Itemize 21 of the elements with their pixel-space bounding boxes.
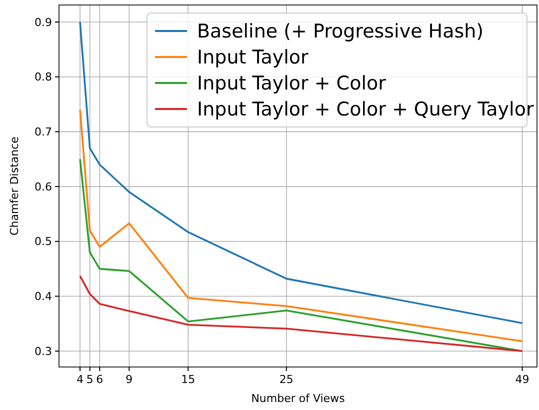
y-tick-label: 0.5 — [34, 235, 52, 248]
line-series — [79, 275, 524, 352]
legend-label: Input Taylor — [197, 46, 308, 69]
x-tick-label: 15 — [181, 373, 196, 386]
x-tick-label: 4 — [76, 373, 84, 386]
y-tick-label: 0.8 — [34, 70, 52, 84]
y-tick-label: 0.7 — [34, 126, 52, 139]
x-tick-label: 9 — [126, 373, 133, 386]
x-tick-label: 6 — [96, 373, 104, 386]
x-tick-label: 49 — [515, 373, 530, 386]
y-tick-label: 0.4 — [34, 290, 52, 304]
y-tick-label: 0.9 — [34, 16, 52, 29]
legend-label: Input Taylor + Color — [197, 72, 386, 95]
y-axis-title: Chamfer Distance — [8, 136, 21, 236]
x-axis-title: Number of Views — [251, 392, 346, 405]
y-tick-label: 0.6 — [34, 180, 52, 194]
y-tick-label: 0.3 — [34, 344, 52, 358]
x-tick-label: 25 — [279, 373, 294, 386]
x-tick-label: 5 — [86, 373, 94, 386]
legend-label: Baseline (+ Progressive Hash) — [197, 20, 484, 43]
legend-label: Input Taylor + Color + Query Taylor — [197, 98, 534, 121]
